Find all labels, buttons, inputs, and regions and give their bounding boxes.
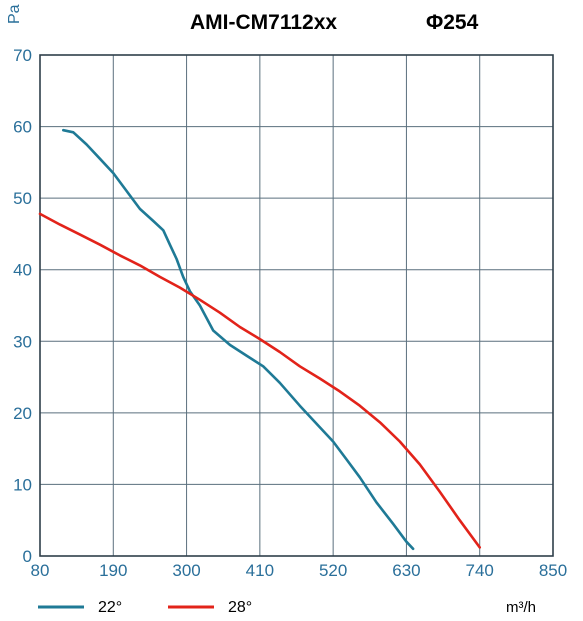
x-tick-label: 850 [539, 561, 567, 580]
x-tick-label: 740 [466, 561, 494, 580]
x-tick-label: 520 [319, 561, 347, 580]
legend: 22° 28° [38, 599, 252, 616]
y-tick-label: 0 [23, 547, 32, 566]
y-tick-label: 10 [13, 475, 32, 494]
legend-label-22: 22° [98, 599, 122, 616]
y-tick-label: 30 [13, 332, 32, 351]
plot-frame [39, 54, 554, 557]
y-axis-unit: Pa [6, 4, 23, 24]
y-tick-labels: 0 10 20 30 40 50 60 70 [13, 46, 32, 566]
grid [39, 54, 554, 557]
x-tick-label: 80 [31, 561, 50, 580]
y-tick-label: 20 [13, 404, 32, 423]
x-tick-labels: 80 190 300 410 520 630 740 850 [31, 561, 568, 580]
y-tick-label: 50 [13, 189, 32, 208]
y-tick-label: 70 [13, 46, 32, 65]
legend-label-28: 28° [228, 599, 252, 616]
data-series [38, 128, 482, 551]
series-line-1 [38, 212, 482, 549]
y-tick-label: 40 [13, 261, 32, 280]
x-tick-label: 410 [246, 561, 274, 580]
x-tick-label: 190 [99, 561, 127, 580]
chart-title: AMI-CM7112xx [190, 11, 337, 34]
series-line-0 [61, 128, 415, 551]
y-tick-label: 60 [13, 118, 32, 137]
x-axis-unit: m³/h [506, 599, 536, 616]
chart-title-diameter: Φ254 [426, 11, 479, 34]
x-tick-label: 300 [172, 561, 200, 580]
x-tick-label: 630 [392, 561, 420, 580]
